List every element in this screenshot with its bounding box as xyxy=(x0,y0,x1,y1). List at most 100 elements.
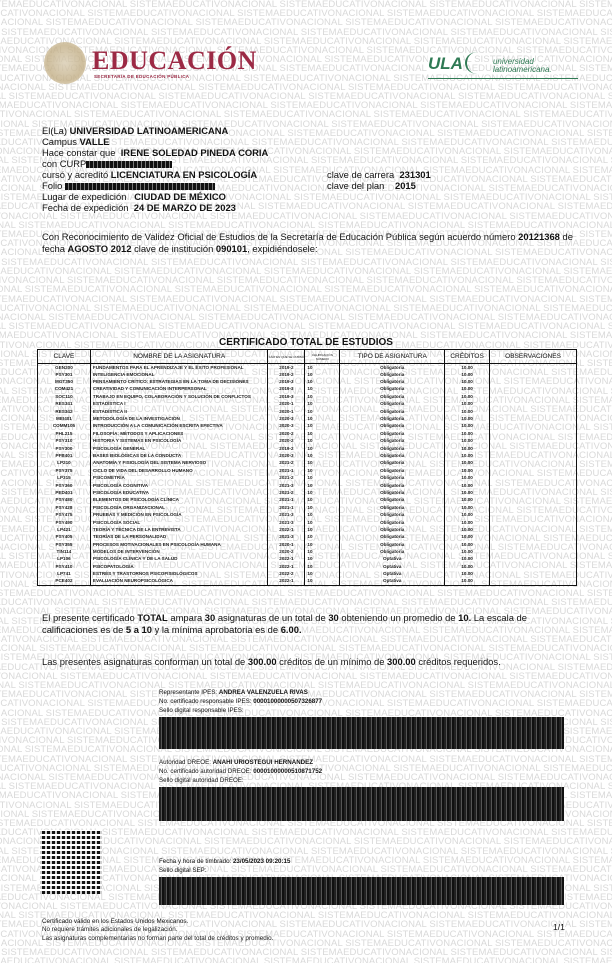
summary-text: asignaturas de un total de xyxy=(217,612,326,623)
grade-cell: 10 xyxy=(304,370,341,379)
subject-name-cell: PRUEBAS Y MEDICIÓN EN PSICOLOGÍA xyxy=(89,511,269,519)
watermark-line: CIONAL SISTEMAEDUCATIVONACIONAL SISTEMAE… xyxy=(0,680,612,692)
credits-paragraph: Las presentes asignaturas conforman un t… xyxy=(42,656,582,668)
subject-name-cell: PSICOLOGÍA CLÍNICA Y DE LA SALUD xyxy=(89,555,269,564)
column-header: CRÉDITOS xyxy=(444,349,491,364)
credits-cell: 10.00 xyxy=(444,533,491,541)
watermark-line: AEDUCATIVONACIONAL SISTEMAEDUCATIVONACIO… xyxy=(0,72,612,84)
credits-cell: 10.00 xyxy=(444,407,491,416)
year-cell: 2019-2 xyxy=(267,363,306,371)
dreoe-signature: Autoridad DREOE: ANAHI URIOSTEGUI HERNAN… xyxy=(159,758,322,785)
watermark-line: IVONACIONAL SISTEMAEDUCATIVONACIONAL SIS… xyxy=(0,311,612,323)
date-label: Fecha de expedición xyxy=(42,202,129,213)
year-cell: 2021-2 xyxy=(267,459,306,467)
clave-cell: PSY375 xyxy=(37,466,91,475)
year-cell: 2021-3 xyxy=(267,518,306,527)
credits-cell: 10.00 xyxy=(444,503,491,512)
table-row: PHL215 FILOSOFÍA: MÉTODOS Y APLICACIONES 2… xyxy=(37,430,577,438)
subject-name-cell: PENSAMIENTO CRÍTICO: ESTRATEGIAS EN LA T… xyxy=(89,378,269,386)
watermark-line: AEDUCATIVONACIONAL SISTEMAEDUCATIVONACIO… xyxy=(0,762,612,774)
year-cell: 2021-2 xyxy=(267,489,306,497)
student-label: Hace constar que xyxy=(42,147,116,158)
observations-cell xyxy=(489,503,577,512)
ipes-label: Representante IPES: xyxy=(159,689,218,696)
subject-type-cell: Obligatoria xyxy=(339,452,446,460)
subject-name-cell: FILOSOFÍA: MÉTODOS Y APLICACIONES xyxy=(89,430,269,438)
subject-name-cell: PROCESOS MOTIVACIONALES EN PSICOLOGÍA HU… xyxy=(89,540,269,549)
year-cell: 2022-1 xyxy=(267,526,306,534)
watermark-line: EDUCATIVONACIONAL SISTEMAEDUCATIVONACION… xyxy=(0,928,612,940)
info-block: El(La) UNIVERSIDAD LATINOAMERICANA Campu… xyxy=(42,125,268,213)
column-header: AÑO EN QUE SE CURSÓ xyxy=(267,349,306,364)
watermark-line: CIONAL SISTEMAEDUCATIVONACIONAL SISTEMAE… xyxy=(0,219,612,231)
credits-cell: 10.00 xyxy=(444,540,491,549)
watermark-line: VONACIONAL SISTEMAEDUCATIVONACIONAL SIST… xyxy=(0,707,612,719)
watermark-line: ACIONAL SISTEMAEDUCATIVONACIONAL SISTEMA… xyxy=(0,744,612,756)
table-row: LP421 TEORÍA Y TÉCNICA DE LA ENTREVISTA 20… xyxy=(37,526,577,534)
watermark-line: SISTEMAEDUCATIVONACIONAL SISTEMAEDUCATIV… xyxy=(0,689,612,701)
curp-redacted xyxy=(86,161,173,169)
grade-cell: 10 xyxy=(304,570,341,578)
column-header: OBSERVACIONES xyxy=(489,349,577,364)
clave-cell: GEN200 xyxy=(37,363,91,371)
credits-cell: 10.00 xyxy=(444,577,491,586)
subject-name-cell: TEORÍAS DE LA PERSONALIDAD xyxy=(89,533,269,541)
subject-type-cell: Optativa xyxy=(339,577,446,586)
clave-cell: PFB401 xyxy=(37,452,91,460)
observations-cell xyxy=(489,481,577,490)
subject-name-cell: CICLO DE VIDA DEL DESARROLLO HUMANO xyxy=(89,466,269,475)
clave-cell: PSY480 xyxy=(37,496,91,504)
table-row: PED401 PSICOLOGÍA EDUCATIVA 2021-2 10 Obliga… xyxy=(37,489,577,497)
agreement-number: 20121368 xyxy=(518,231,560,242)
clave-cell: PSY475 xyxy=(37,511,91,519)
clave-cell: TIN114 xyxy=(37,548,91,556)
footer-line: Certificado válido en los Estados Unidos… xyxy=(42,918,189,925)
subject-name-cell: ESTADÍSTICA II xyxy=(89,407,269,416)
table-row: COMM105 INTRODUCCIÓN A LA COMUNICACIÓN ES… xyxy=(37,422,577,431)
sep-logo: EDUCACIÓN SECRETARÍA DE EDUCACIÓN PÚBLIC… xyxy=(44,42,257,84)
credits-cell: 10.00 xyxy=(444,444,491,453)
subject-type-cell: Obligatoria xyxy=(339,370,446,379)
subject-name-cell: EVALUACIÓN NEUROPSICOLÓGICA xyxy=(89,577,269,586)
table-row: SOC110 TRABAJO EN EQUIPO, COLABORACIÓN Y … xyxy=(37,393,577,401)
credits-cell: 10.00 xyxy=(444,363,491,371)
subject-type-cell: Obligatoria xyxy=(339,422,446,431)
watermark-line: ONACIONAL SISTEMAEDUCATIVONACIONAL SISTE… xyxy=(0,183,612,195)
observations-cell xyxy=(489,563,577,571)
credits-cell: 10.00 xyxy=(444,400,491,408)
credits-cell: 10.00 xyxy=(444,459,491,467)
subject-type-cell: Obligatoria xyxy=(339,415,446,423)
grade-cell: 10 xyxy=(304,526,341,534)
clave-cell: PSY360 xyxy=(37,481,91,490)
stamp-datetime: 23/05/2023 09:20:15 xyxy=(232,858,291,865)
watermark-line: ONAL SISTEMAEDUCATIVONACIONAL SISTEMAEDU… xyxy=(0,321,612,333)
subject-type-cell: Obligatoria xyxy=(339,511,446,519)
grade-cell: 10 xyxy=(304,533,341,541)
subject-type-cell: Obligatoria xyxy=(339,385,446,394)
dreoe-cert-label: No. certificado autoridad DREOE: xyxy=(159,768,252,775)
year-cell: 2020-1 xyxy=(267,540,306,549)
observations-cell xyxy=(489,363,577,371)
credits-cell: 10.00 xyxy=(444,430,491,438)
subject-name-cell: ANATOMÍA Y FISIOLOGÍA DEL SISTEMA NERVIO… xyxy=(89,459,269,467)
plan-label: clave del plan xyxy=(327,180,385,191)
watermark-line: VONACIONAL SISTEMAEDUCATIVONACIONAL SIST… xyxy=(0,937,612,949)
place: CIUDAD DE MÉXICO xyxy=(134,191,226,202)
subject-type-cell: Obligatoria xyxy=(339,496,446,504)
grade-cell: 10 xyxy=(304,452,341,460)
subject-name-cell: PSICOLOGÍA GENERAL xyxy=(89,444,269,453)
watermark-line: SISTEMAEDUCATIVONACIONAL SISTEMAEDUCATIV… xyxy=(0,293,612,305)
watermark-line: EMAEDUCATIVONACIONAL SISTEMAEDUCATIVONAC… xyxy=(0,201,612,213)
observations-cell xyxy=(489,370,577,379)
credits-cell: 10.00 xyxy=(444,437,491,445)
watermark-line: MAEDUCATIVONACIONAL SISTEMAEDUCATIVONACI… xyxy=(0,597,612,609)
credits-cell: 10.00 xyxy=(444,378,491,386)
year-cell: 2019-2 xyxy=(267,370,306,379)
watermark-line: TEMAEDUCATIVONACIONAL SISTEMAEDUCATIVONA… xyxy=(0,35,612,47)
watermark-line: ISTEMAEDUCATIVONACIONAL SISTEMAEDUCATIVO… xyxy=(0,164,612,176)
folio-label: Folio xyxy=(42,180,63,191)
watermark-line: SISTEMAEDUCATIVONACIONAL SISTEMAEDUCATIV… xyxy=(0,919,612,931)
national-seal-icon xyxy=(44,42,86,84)
grade-cell: 10 xyxy=(304,481,341,490)
grade-cell: 10 xyxy=(304,555,341,564)
